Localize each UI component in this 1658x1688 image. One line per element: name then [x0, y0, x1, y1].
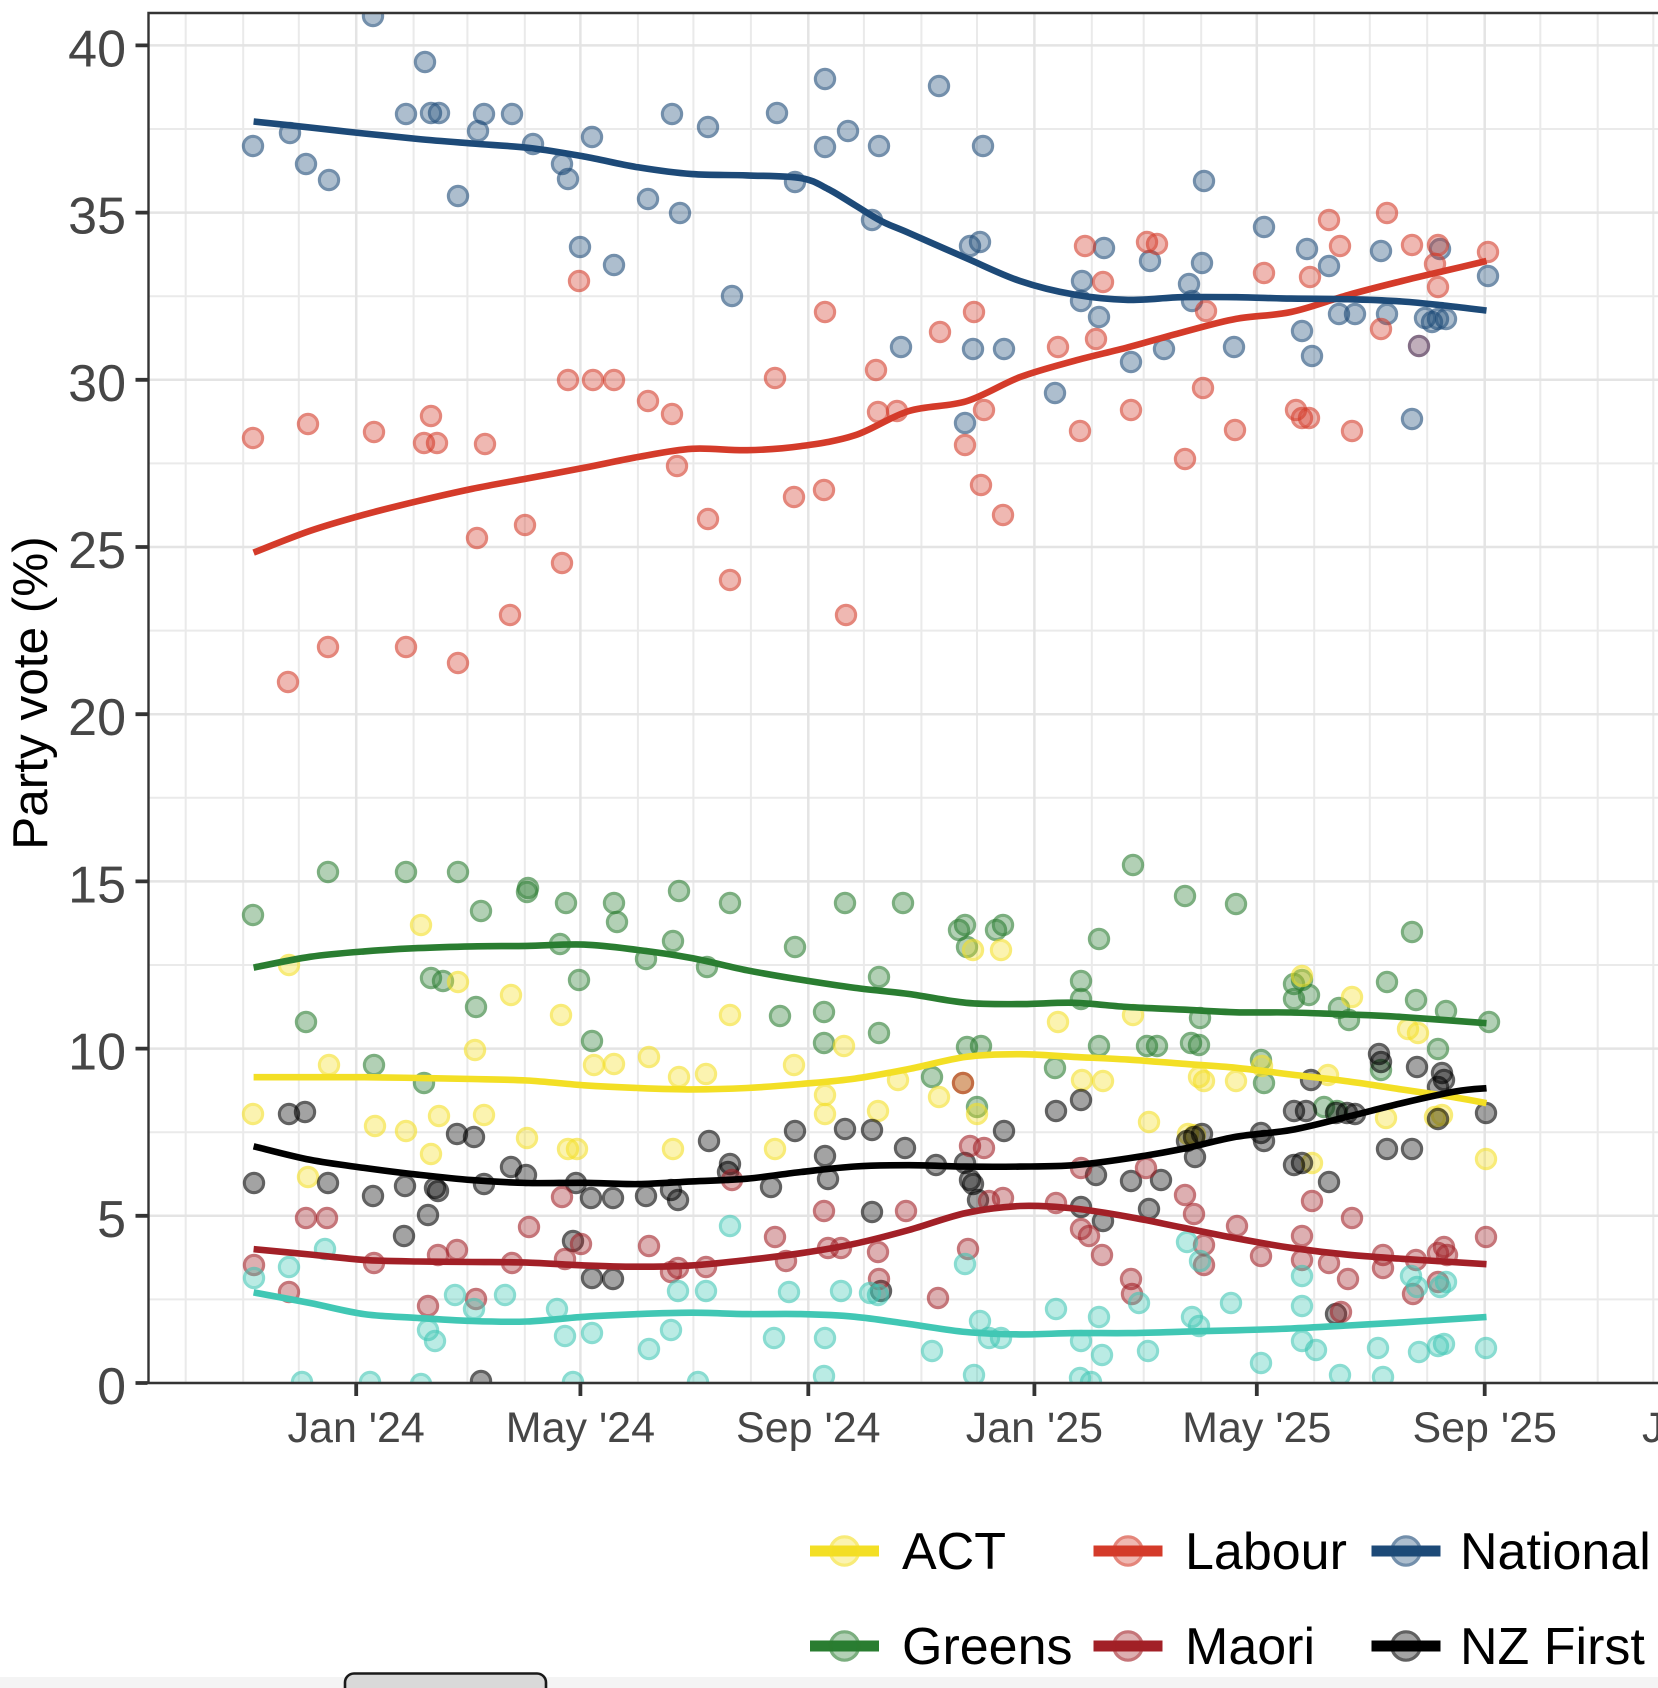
svg-text:Greens: Greens	[902, 1618, 1073, 1676]
svg-text:NZ First: NZ First	[1460, 1618, 1645, 1676]
svg-text:May '25: May '25	[1182, 1404, 1331, 1452]
svg-text:ACT: ACT	[902, 1523, 1006, 1581]
svg-text:Party vote (%): Party vote (%)	[3, 536, 58, 850]
svg-text:Jan '25: Jan '25	[966, 1404, 1103, 1452]
svg-text:10: 10	[68, 1024, 126, 1082]
svg-text:25: 25	[68, 522, 126, 580]
svg-text:Labour: Labour	[1185, 1523, 1347, 1581]
svg-text:15: 15	[68, 856, 126, 914]
svg-text:Sep '24: Sep '24	[736, 1404, 881, 1452]
svg-text:30: 30	[68, 355, 126, 413]
svg-text:Sep '25: Sep '25	[1412, 1404, 1557, 1452]
svg-text:35: 35	[68, 188, 126, 246]
svg-text:0: 0	[97, 1358, 126, 1416]
svg-text:Jan '24: Jan '24	[288, 1404, 425, 1452]
svg-text:20: 20	[68, 689, 126, 747]
svg-text:40: 40	[68, 20, 126, 78]
svg-text:5: 5	[97, 1191, 126, 1249]
svg-text:National: National	[1460, 1523, 1651, 1581]
svg-text:Maori: Maori	[1185, 1618, 1315, 1676]
svg-text:Jan '26: Jan '26	[1642, 1404, 1658, 1452]
svg-text:May '24: May '24	[506, 1404, 655, 1452]
